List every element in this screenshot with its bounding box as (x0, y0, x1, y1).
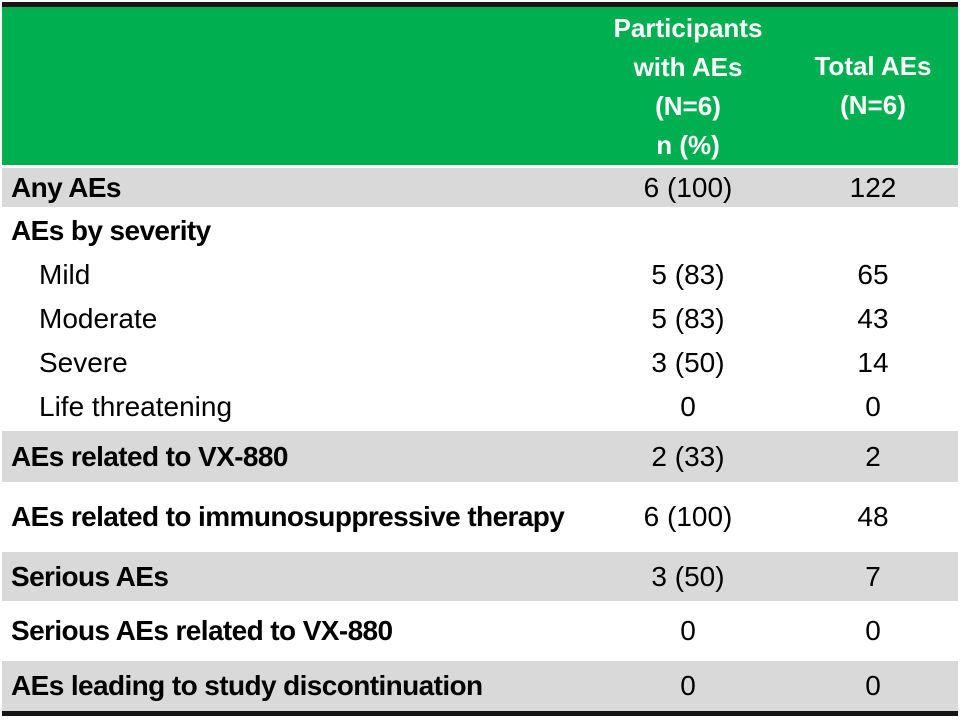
table-row: Severe 3 (50) 14 (2, 339, 958, 383)
participants-with-aes-value: 2 (33) (651, 440, 725, 472)
table-header: Participants with AEs (N=6) n (%) Total … (2, 7, 958, 165)
row-label: Any AEs (11, 171, 122, 203)
table-row: AEs by severity (2, 207, 958, 251)
table-row: AEs related to immunosuppressive therapy… (2, 482, 958, 549)
table-row: AEs leading to study discontinuation 0 0 (2, 658, 958, 711)
row-label: AEs related to VX-880 (11, 440, 288, 472)
header-line: n (%) (656, 130, 720, 160)
header-total-aes: Total AEs (N=6) (788, 7, 958, 165)
table-row: AEs related to VX-880 2 (33) 2 (2, 428, 958, 482)
total-aes-value: 2 (865, 440, 881, 472)
participants-with-aes-value: 0 (680, 670, 696, 701)
row-label: Mild (39, 258, 91, 290)
row-label: Moderate (39, 302, 158, 334)
total-aes-value: 43 (857, 302, 889, 334)
row-label: AEs related to immunosuppressive therapy (11, 501, 565, 532)
row-label: AEs leading to study discontinuation (11, 670, 483, 701)
table-row: Serious AEs 3 (50) 7 (2, 549, 958, 601)
header-line: with AEs (633, 52, 743, 82)
header-line: Total AEs (814, 51, 932, 81)
table-row: Moderate 5 (83) 43 (2, 295, 958, 339)
table-row: Any AEs 6 (100) 122 (2, 165, 958, 207)
participants-with-aes-value: 3 (50) (651, 346, 725, 378)
table-row: Life threatening 0 0 (2, 383, 958, 428)
row-label: Serious AEs (11, 560, 169, 592)
participants-with-aes-value: 3 (50) (651, 560, 725, 592)
table-row: Serious AEs related to VX-880 0 0 (2, 601, 958, 658)
total-aes-value: 7 (865, 560, 881, 592)
header-empty-cell (2, 7, 588, 165)
row-label: AEs by severity (11, 214, 211, 246)
participants-with-aes-value: 6 (100) (643, 171, 733, 203)
row-label: Life threatening (39, 391, 233, 422)
participants-with-aes-value: 6 (100) (643, 501, 733, 532)
row-label: Serious AEs related to VX-880 (11, 615, 393, 646)
total-aes-value: 0 (865, 391, 881, 422)
total-aes-value: 14 (857, 346, 889, 378)
participants-with-aes-value: 0 (680, 615, 696, 646)
table-row: Mild 5 (83) 65 (2, 251, 958, 295)
participants-with-aes-value: 5 (83) (651, 258, 725, 290)
total-aes-value: 0 (865, 670, 881, 701)
participants-with-aes-value: 5 (83) (651, 302, 725, 334)
header-line: (N=6) (655, 91, 721, 121)
participants-with-aes-value: 0 (680, 391, 696, 422)
row-label: Severe (39, 346, 128, 378)
total-aes-value: 0 (865, 615, 881, 646)
total-aes-value: 48 (857, 501, 889, 532)
total-aes-value: 65 (857, 258, 889, 290)
header-line: Participants (613, 13, 763, 43)
table-body: Any AEs 6 (100) 122 AEs by severity Mild 5 (8… (2, 165, 958, 711)
header-participants-with-aes: Participants with AEs (N=6) n (%) (588, 7, 788, 165)
header-line: (N=6) (840, 90, 906, 120)
total-aes-value: 122 (849, 171, 897, 203)
